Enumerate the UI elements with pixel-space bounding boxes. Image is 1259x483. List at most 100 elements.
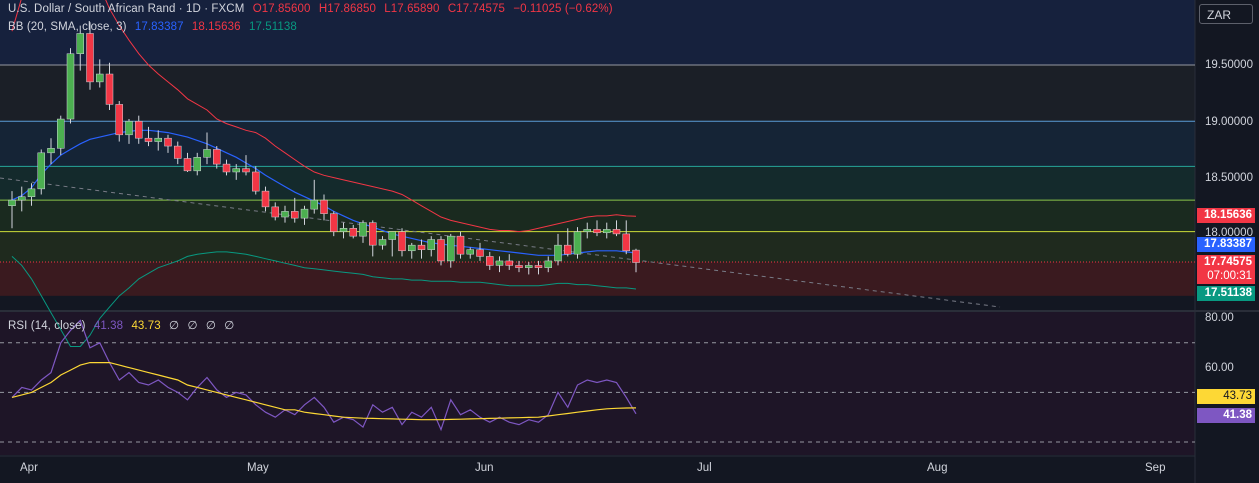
candle [632,248,640,273]
candle [261,186,270,212]
rsi-pane [0,319,1195,443]
candle [456,231,465,259]
basis-badge: 17.83387 [1197,237,1255,252]
candle [583,222,591,239]
y-tick-label: 19.50000 [1205,59,1253,71]
candle-body [427,239,435,250]
candle [291,197,299,223]
candle-body [583,229,591,232]
candle-body [27,188,36,197]
candle [573,227,582,259]
candle [427,236,435,257]
countdown-badge: 07:00:31 [1197,269,1255,284]
candle-body [466,249,474,255]
candle-body [271,206,279,218]
candle [37,149,45,195]
candle [193,152,201,176]
candle [164,134,172,153]
candle [515,260,523,273]
trend-line [0,177,1001,308]
candle [57,115,65,156]
price-zone [0,166,1195,201]
candle [271,202,279,221]
rsi-extra-2: ∅ [187,320,198,332]
candle-body [232,168,240,173]
candle-body [447,235,455,262]
candle-body [66,53,75,120]
candle-body [47,148,55,154]
rsi-badge: 41.38 [1197,408,1255,423]
candle [76,25,84,71]
candle-body [622,233,630,252]
symbol-legend: U.S. Dollar / South African Rand · 1D · … [8,3,618,15]
candle [310,179,318,214]
candle [495,256,504,273]
candle [369,220,377,257]
candle-body [505,260,513,266]
price-zone [0,121,1195,167]
candle-body [408,244,416,252]
candle [408,242,416,259]
rsi-label: RSI (14, close) [8,320,86,332]
candle-body [300,208,309,219]
candle [388,231,396,257]
candle-body [486,256,494,266]
candle [447,233,455,268]
candle-body [242,168,250,173]
candle-body [135,121,143,139]
candle [242,155,250,176]
rsi-extra-1: ∅ [169,320,180,332]
candle-body [612,229,621,235]
price-zone [0,262,1195,296]
candle [378,236,387,250]
candle [96,59,104,88]
candle-body [534,265,543,268]
symbol-title[interactable]: U.S. Dollar / South African Rand · 1D · … [8,3,245,15]
candle [183,152,192,172]
candle-body [164,137,172,147]
last-price-badge: 17.74575 [1197,255,1255,270]
candle [330,211,338,237]
candle-body [349,228,357,237]
candle-body [125,121,133,136]
candle [203,132,211,165]
candle-body [252,171,260,192]
rsi-ma-value: 43.73 [131,320,161,332]
candle [534,260,543,275]
candle-body [339,228,348,232]
y-tick-label: 18.50000 [1205,172,1253,184]
candle-body [359,222,367,237]
candle [593,220,601,237]
candle-body [37,152,45,190]
candle-body [495,260,504,266]
candle [437,236,445,266]
candle [544,256,552,273]
high-value: H17.86850 [318,3,376,15]
candle-body [96,73,104,83]
candle-body [281,211,289,218]
candle-body [154,137,162,142]
candle [135,115,143,144]
bb-lower-line [11,251,637,347]
candle [320,194,328,221]
candle-body [193,157,201,172]
upper-band-badge: 18.15636 [1197,208,1255,223]
candle-body [476,249,484,257]
candle-body [8,199,16,206]
candle [222,159,231,176]
x-tick-label: May [247,462,269,474]
candle [213,146,221,169]
bb-legend[interactable]: BB (20, SMA, close, 3) 17.83387 18.15636… [8,21,302,33]
candle [252,166,260,195]
candle [66,48,75,124]
candle-body [593,229,601,234]
candle-body [378,239,387,246]
currency-button[interactable]: ZAR [1199,4,1253,24]
candle-body [573,231,582,255]
candle-body [291,211,299,219]
rsi-legend[interactable]: RSI (14, close) 41.38 43.73 ∅ ∅ ∅ ∅ [8,318,239,332]
candle [476,242,484,261]
candle [398,228,406,257]
